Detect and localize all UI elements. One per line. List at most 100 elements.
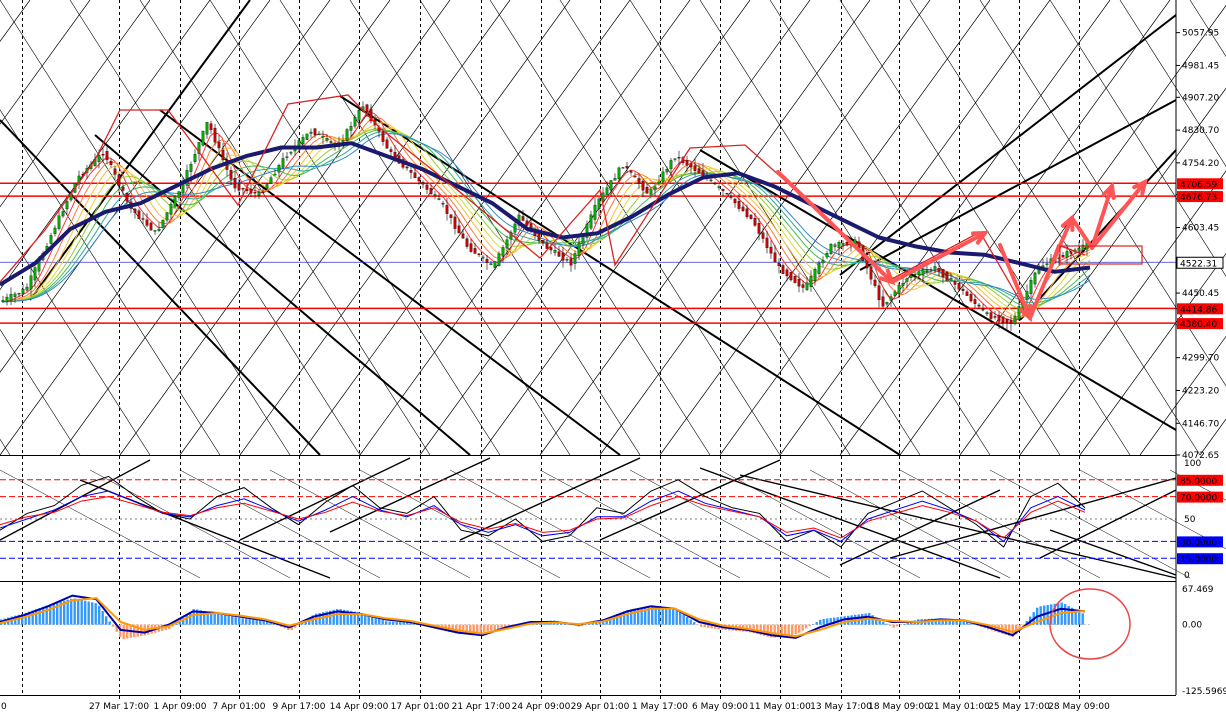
macd-histogram-bar (994, 624, 997, 632)
candle-body (749, 214, 753, 219)
macd-histogram-bar (84, 600, 87, 625)
macd-panel[interactable] (0, 582, 1131, 695)
macd-histogram-bar (371, 616, 374, 625)
current-price-tag (1176, 256, 1224, 269)
x-tick-label: 21 Apr 17:00 (452, 702, 511, 712)
macd-histogram-bar (87, 601, 90, 625)
macd-histogram-bar (693, 622, 696, 625)
macd-histogram-bar (269, 622, 272, 625)
oscillator-panel[interactable] (0, 456, 1226, 581)
candle-body (13, 293, 17, 297)
macd-histogram-bar (784, 624, 787, 636)
candle-body (597, 198, 601, 210)
macd-histogram-bar (101, 611, 104, 625)
macd-histogram-bar (612, 615, 615, 625)
macd-histogram-bar (941, 618, 944, 625)
candle-body (473, 248, 477, 254)
candle-body (485, 258, 489, 263)
macd-histogram-bar (262, 620, 265, 625)
osc-level-tag (1177, 491, 1223, 503)
level-tag-label: 4706.59 (1180, 180, 1217, 190)
macd-histogram-bar (1064, 604, 1067, 625)
macd-histogram-bar (959, 620, 962, 625)
diagonal-up-line (0, 0, 151, 208)
macd-histogram-bar (199, 610, 202, 625)
osc-diagonal-line (179, 469, 381, 579)
macd-histogram-bar (399, 622, 402, 625)
recovery-arrow (1028, 216, 1074, 320)
candle-body (897, 284, 901, 294)
candle-body (541, 240, 545, 243)
diagonal-up-line (0, 0, 91, 125)
macd-histogram-bar (801, 624, 804, 631)
price-tick-label: 4603.45 (1182, 223, 1219, 233)
candle-body (649, 189, 653, 195)
macd-histogram-bar (682, 614, 685, 625)
ma-line (0, 141, 1091, 287)
candle-body (265, 184, 269, 189)
consolidation-box (1059, 245, 1143, 265)
candle-body (937, 268, 941, 272)
osc-diagonal-line (899, 469, 1101, 579)
diagonal-up-line (839, 0, 1171, 456)
osc-diagonal-line (1169, 469, 1226, 501)
macd-histogram-bar (654, 606, 657, 625)
macd-histogram-bar (696, 624, 699, 626)
osc-diagonal-line (719, 469, 921, 579)
candle-body (409, 169, 413, 173)
diagonal-up-line (299, 0, 631, 456)
macd-histogram-bar (955, 620, 958, 625)
macd-histogram-bar (892, 624, 895, 628)
candle-body (757, 223, 761, 234)
candle-body (1009, 320, 1013, 324)
candle-body (17, 293, 21, 295)
macd-histogram-bar (486, 624, 489, 632)
macd-histogram-bar (413, 623, 416, 625)
candle-body (621, 167, 625, 169)
macd-histogram-bar (325, 611, 328, 625)
candle-body (797, 279, 801, 287)
macd-histogram-bar (1067, 605, 1070, 625)
candle-body (413, 172, 417, 179)
candle-body (221, 149, 225, 161)
candle-body (709, 179, 713, 182)
macd-histogram-bar (756, 624, 759, 635)
diagonal-up-line (239, 0, 571, 456)
drop-arrow (998, 243, 1032, 320)
candle-body (173, 196, 177, 208)
x-tick-label: 24 Apr 09:00 (512, 702, 571, 712)
candle-body (645, 186, 649, 194)
candle-body (49, 235, 53, 244)
candle-body (753, 217, 757, 226)
candle-body (1025, 291, 1029, 301)
macd-histogram-bar (49, 604, 52, 625)
price-tick-label: 4830.70 (1182, 126, 1219, 136)
candle-body (889, 296, 893, 301)
macd-histogram-bar (56, 602, 59, 625)
macd-histogram-bar (497, 624, 500, 630)
oscillator-series (0, 475, 1086, 548)
macd-histogram-bar (658, 606, 661, 625)
candle-body (197, 142, 201, 154)
macd-histogram-bar (479, 624, 482, 633)
candle-body (697, 168, 701, 174)
macd-histogram-bar (647, 606, 650, 625)
macd-histogram-bar (500, 624, 503, 629)
x-tick-label: 7 Apr 01:00 (213, 702, 266, 712)
osc-series-line (0, 496, 1086, 539)
macd-histogram-bar (679, 611, 682, 625)
diagonal-up-line (899, 4, 1226, 456)
macd-histogram-bar (353, 611, 356, 625)
macd-histogram-bar (378, 618, 381, 625)
macd-histogram-bar (780, 624, 783, 637)
macd-histogram-bar (791, 624, 794, 635)
macd-histogram-bar (833, 617, 836, 625)
macd-histogram-bar (395, 621, 398, 625)
candle-body (801, 284, 805, 288)
macd-histogram-bar (906, 622, 909, 625)
macd-tick-label: 0.00 (1182, 621, 1202, 631)
level-tag (1177, 178, 1223, 190)
price-panel[interactable] (0, 0, 1226, 456)
macd-histogram-bar (206, 611, 209, 625)
